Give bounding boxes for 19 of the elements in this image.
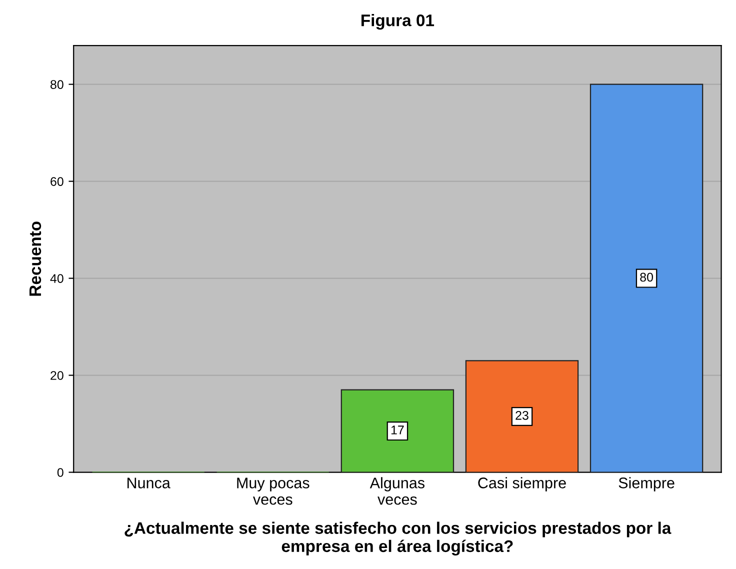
y-tick-label: 0 [57,468,64,477]
x-axis-title: ¿Actualmente se siente satisfecho con los servicios prestados por la empresa en el área logística? [124,522,672,556]
y-axis-title: Recuento [29,222,42,296]
data-label: 80 [640,272,654,282]
data-label: 17 [391,426,404,434]
x-tick-label: Siempre [618,477,674,492]
bar [465,360,579,472]
y-tick-label: 40 [50,274,64,283]
data-label: 23 [516,411,528,420]
x-tick-label: Muy pocas veces [237,478,310,505]
bar [340,389,454,472]
y-tick-label: 60 [50,177,64,186]
x-tick-label: Nunca [128,478,170,488]
y-tick-label: 80 [50,80,64,89]
y-tick-label: 20 [50,371,64,380]
chart-title: Figura 01 [362,14,434,30]
x-tick-label: Casi siempre [478,477,566,492]
x-tick-label: Algunas veces [370,477,424,505]
bar [590,84,704,472]
